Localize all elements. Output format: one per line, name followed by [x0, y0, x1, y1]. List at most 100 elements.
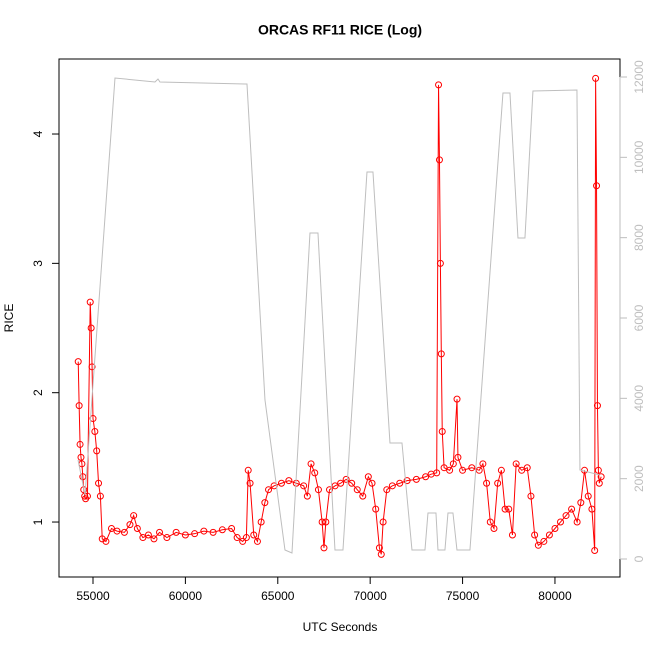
data-point	[150, 535, 158, 543]
data-point	[250, 531, 258, 539]
data-point	[523, 464, 531, 472]
data-point	[551, 524, 559, 532]
data-point	[228, 524, 236, 532]
chart-title: ORCAS RF11 RICE (Log)	[258, 22, 422, 38]
data-point	[593, 402, 601, 410]
data-point	[76, 440, 84, 448]
y-axis-label: RICE	[2, 304, 16, 333]
data-point	[435, 156, 443, 164]
data-point	[133, 524, 141, 532]
data-point	[512, 460, 520, 468]
data-point	[337, 479, 345, 487]
data-point	[300, 482, 308, 490]
data-point	[449, 460, 457, 468]
data-point	[239, 537, 247, 545]
data-point	[540, 537, 548, 545]
data-point	[77, 453, 85, 461]
data-point	[368, 479, 376, 487]
y2-tick-label: 12000	[632, 60, 646, 94]
data-point	[244, 466, 252, 474]
data-point	[209, 528, 217, 536]
data-point	[372, 505, 380, 513]
data-point	[479, 460, 487, 468]
data-point	[285, 477, 293, 485]
data-point	[433, 469, 441, 477]
x-tick-label: 65000	[261, 589, 295, 603]
data-point	[314, 486, 322, 494]
data-point	[436, 259, 444, 267]
data-point	[531, 531, 539, 539]
data-point	[318, 518, 326, 526]
x-tick-label: 75000	[446, 589, 480, 603]
data-point	[86, 298, 94, 306]
data-point	[270, 482, 278, 490]
data-point	[156, 528, 164, 536]
data-point	[490, 524, 498, 532]
data-point	[322, 518, 330, 526]
data-point	[494, 479, 502, 487]
data-point	[379, 518, 387, 526]
data-point	[388, 482, 396, 490]
data-point	[233, 534, 241, 542]
data-point	[200, 527, 208, 535]
data-point	[126, 521, 134, 529]
x-axis-label: UTC Seconds	[303, 620, 378, 634]
data-point	[591, 546, 599, 554]
data-point	[257, 518, 265, 526]
data-point	[303, 492, 311, 500]
series-line	[77, 77, 601, 554]
data-point	[74, 358, 82, 366]
y2-tick-label: 8000	[632, 224, 646, 251]
data-point	[326, 486, 334, 494]
data-point	[265, 486, 273, 494]
data-point	[505, 505, 513, 513]
data-point	[422, 473, 430, 481]
data-point	[486, 518, 494, 526]
data-point	[359, 492, 367, 500]
data-point	[483, 479, 491, 487]
data-point	[412, 475, 420, 483]
data-point	[527, 492, 535, 500]
y2-tick-label: 0	[632, 555, 646, 562]
data-point	[594, 466, 602, 474]
y2-tick-label: 2000	[632, 465, 646, 492]
data-point	[453, 395, 461, 403]
x-tick-label: 60000	[169, 589, 203, 603]
y2-tick-label: 10000	[632, 140, 646, 174]
data-point	[172, 528, 180, 536]
data-point	[93, 447, 101, 455]
series-line	[77, 78, 602, 555]
data-point	[89, 415, 97, 423]
data-point	[120, 528, 128, 536]
data-point	[353, 486, 361, 494]
x-tick-label: 70000	[353, 589, 387, 603]
data-point	[377, 550, 385, 558]
data-point	[557, 518, 564, 526]
data-point	[246, 479, 254, 487]
data-point	[348, 479, 356, 487]
data-point	[497, 466, 505, 474]
data-point	[75, 402, 83, 410]
y-tick-label: 4	[31, 130, 45, 137]
data-point	[577, 499, 585, 507]
data-point	[88, 363, 96, 371]
data-point	[440, 464, 448, 472]
data-point	[534, 541, 542, 549]
data-point	[518, 466, 526, 474]
data-point	[253, 537, 261, 545]
data-point	[242, 534, 250, 542]
data-point	[139, 534, 147, 542]
data-point	[261, 499, 269, 507]
data-point	[95, 479, 103, 487]
data-point	[592, 74, 600, 82]
y-tick-label: 3	[31, 260, 45, 267]
data-point	[91, 427, 99, 435]
data-point	[545, 531, 553, 539]
data-point	[307, 460, 315, 468]
data-point	[96, 492, 104, 500]
data-point	[375, 544, 383, 552]
data-point	[87, 324, 95, 332]
data-point	[191, 530, 199, 538]
data-point	[437, 350, 445, 358]
